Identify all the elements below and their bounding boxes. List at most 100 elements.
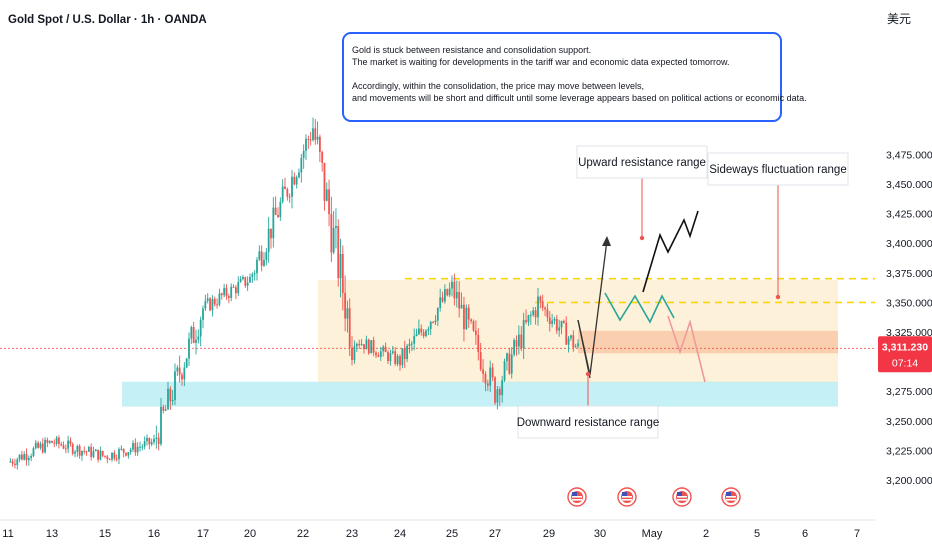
candle-body — [94, 449, 97, 452]
candle-body — [202, 308, 204, 320]
candle-body — [32, 448, 35, 457]
candle-body — [204, 300, 207, 309]
us-flag-icon[interactable] — [617, 487, 637, 507]
candle-body — [291, 176, 293, 197]
candle-body — [325, 189, 328, 201]
candle-body — [351, 347, 353, 361]
us-flag-icon[interactable] — [567, 487, 587, 507]
upward-callout-text: Upward resistance range — [578, 157, 706, 169]
downward-callout[interactable]: Downward resistance range — [517, 405, 660, 439]
candle-body — [360, 344, 363, 346]
candle-body — [429, 321, 432, 329]
time-tick-label: 15 — [99, 528, 111, 540]
candle-body — [520, 334, 523, 349]
candle-body — [136, 446, 139, 453]
candle-body — [434, 320, 437, 323]
price-tick-label: 3,400.000 — [886, 238, 932, 250]
note-line-4: Accordingly, within the consolidation, t… — [352, 81, 644, 91]
candle-body — [321, 152, 324, 163]
candle-body — [363, 344, 365, 350]
candle-body — [484, 373, 487, 384]
candle-body — [150, 442, 153, 445]
candle-body — [307, 138, 310, 140]
candle-body — [183, 367, 186, 380]
currency-label[interactable]: 美元 — [887, 12, 911, 26]
candle-body — [120, 448, 123, 450]
candle-body — [122, 448, 125, 453]
candle-body — [192, 327, 195, 343]
candle-body — [489, 367, 492, 386]
us-flag-icon[interactable] — [721, 487, 741, 507]
upward-callout[interactable]: Upward resistance range — [576, 145, 708, 179]
economic-events[interactable] — [567, 487, 741, 507]
candle-body — [167, 388, 169, 410]
time-tick-label: 6 — [802, 528, 808, 540]
candle-body — [372, 340, 375, 353]
candle-body — [97, 449, 99, 460]
candle-body — [460, 304, 463, 309]
price-tick-label: 3,350.000 — [886, 297, 932, 309]
candle-body — [300, 157, 303, 173]
us-flag-icon[interactable] — [672, 487, 692, 507]
candle-body — [90, 447, 93, 457]
candle-body — [34, 442, 37, 449]
candle-body — [418, 328, 420, 335]
candle-body — [62, 445, 65, 449]
candle-body — [396, 356, 399, 364]
analysis-note[interactable]: Gold is stuck between resistance and con… — [342, 32, 807, 122]
candle-body — [439, 297, 442, 308]
price-tick-label: 3,325.000 — [886, 327, 932, 339]
candle-body — [339, 253, 342, 279]
candle-body — [314, 128, 317, 140]
candle-body — [174, 371, 176, 400]
time-tick-label: 30 — [594, 528, 606, 540]
candle-body — [60, 444, 63, 446]
candle-body — [555, 318, 558, 331]
candle-body — [565, 322, 568, 345]
zone-2 — [122, 381, 838, 407]
candle-body — [155, 437, 158, 439]
candle-body — [358, 343, 361, 346]
candle-body — [71, 443, 74, 454]
candle-body — [337, 225, 340, 279]
candle-body — [11, 461, 14, 464]
time-axis[interactable]: 11 13 15 16 17 20 22 23 24 25 27 29 30 May 2 5 6 7 — [2, 528, 860, 540]
candle-body — [216, 304, 218, 306]
candle-body — [92, 451, 95, 457]
candle-body — [406, 345, 408, 360]
candle-body — [218, 293, 221, 305]
candles-layer — [9, 117, 579, 470]
candle-body — [69, 440, 72, 444]
candle-body — [494, 377, 496, 403]
upward-dot — [639, 235, 645, 241]
candle-body — [37, 442, 40, 448]
time-tick-label: 23 — [346, 528, 358, 540]
candle-body — [534, 310, 537, 318]
candle-body — [206, 298, 209, 301]
last-price-badge: 3,311.230 07:14 — [878, 336, 932, 373]
candle-body — [384, 346, 387, 353]
candle-body — [496, 389, 499, 403]
candle-body — [113, 452, 116, 459]
candle-body — [567, 338, 570, 345]
candle-body — [188, 338, 190, 359]
candle-body — [132, 443, 134, 450]
candle-body — [316, 136, 319, 140]
svg-text:Gold is stuck between resistan: Gold is stuck between resistance and con… — [352, 45, 807, 103]
downward-dot — [585, 371, 591, 377]
candle-body — [99, 450, 102, 460]
candle-body — [391, 351, 394, 354]
sideways-callout[interactable]: Sideways fluctuation range — [707, 152, 849, 186]
candle-body — [16, 459, 19, 466]
candle-body — [78, 445, 81, 456]
price-tick-label: 3,375.000 — [886, 268, 932, 280]
candle-body — [458, 291, 461, 309]
candle-body — [279, 201, 282, 218]
candle-body — [470, 319, 473, 322]
candle-body — [427, 328, 430, 331]
candle-body — [367, 339, 370, 354]
candle-body — [444, 289, 446, 302]
levels-layer — [405, 277, 875, 304]
candle-body — [125, 452, 127, 456]
